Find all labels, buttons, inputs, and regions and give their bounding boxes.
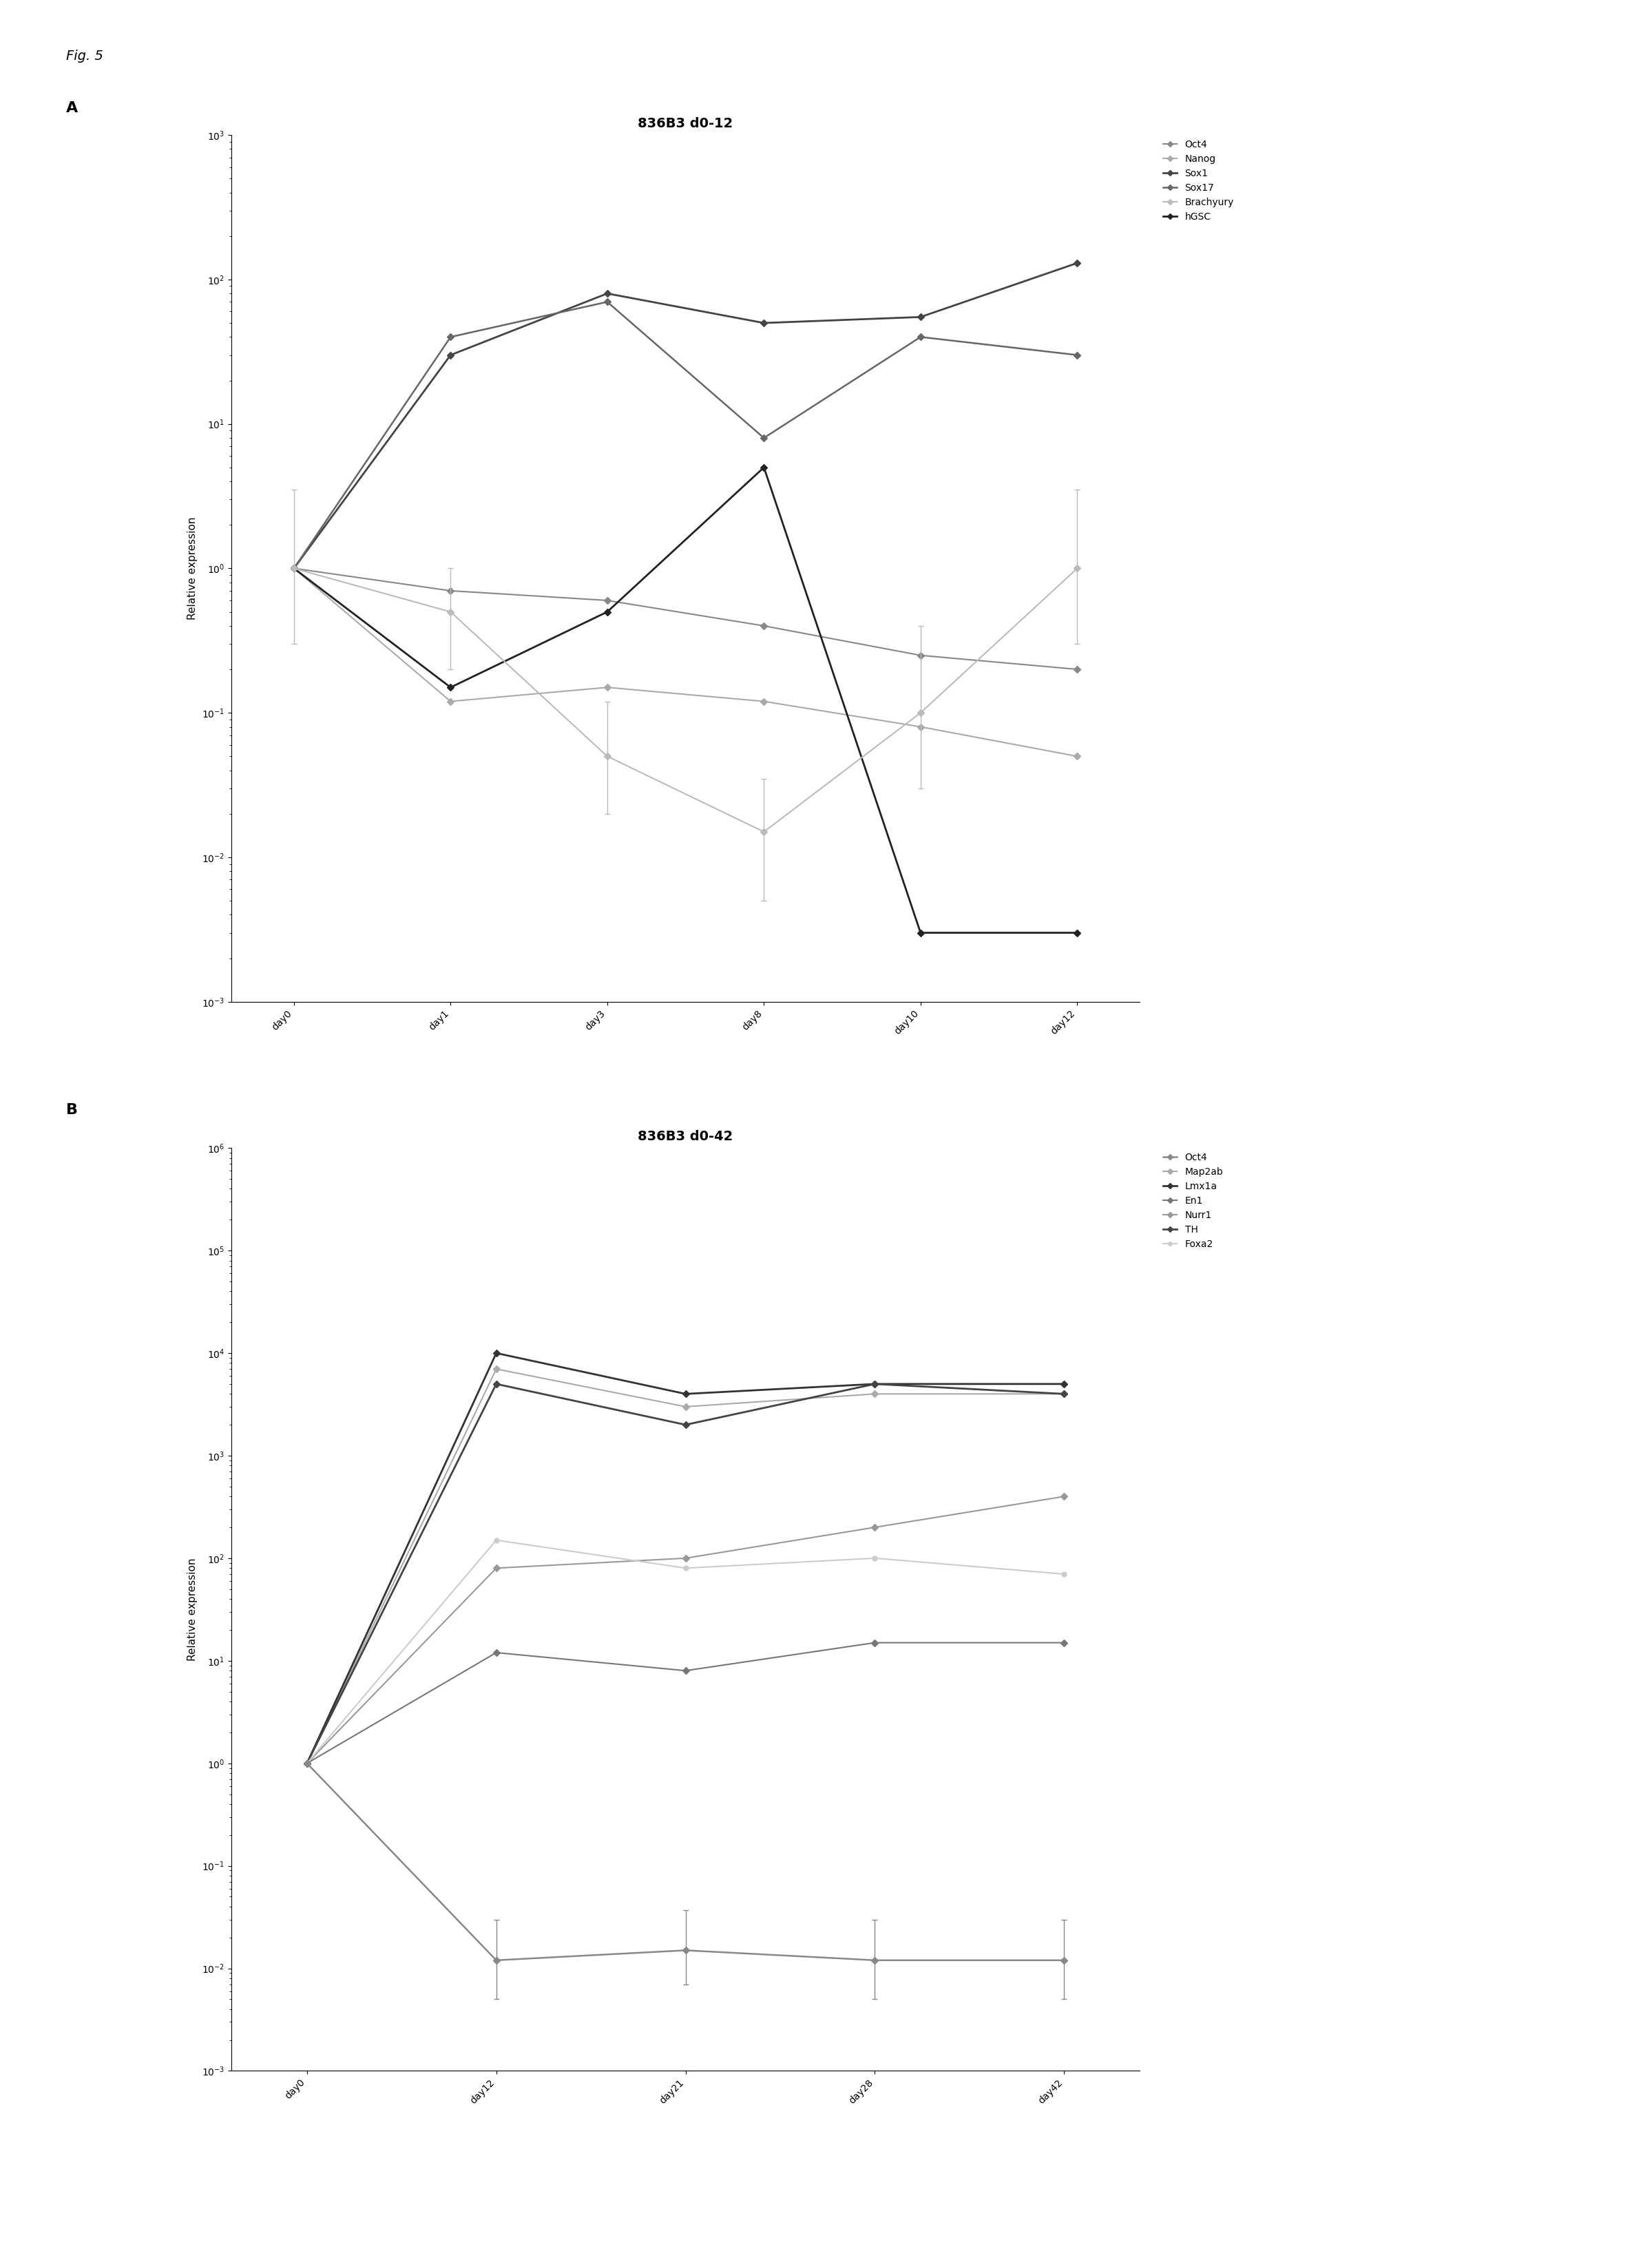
TH — [676, 1411, 695, 1438]
Line: Nurr1: Nurr1 — [304, 1495, 1067, 1765]
Y-axis label: Relative expression: Relative expression — [187, 1558, 198, 1661]
En1 — [866, 1630, 885, 1657]
Title: 836B3 d0-42: 836B3 d0-42 — [638, 1130, 733, 1144]
Nurr1 — [1054, 1483, 1074, 1510]
Nanog — [284, 554, 304, 581]
Line: Oct4: Oct4 — [291, 565, 1080, 671]
Line: Sox1: Sox1 — [291, 261, 1080, 572]
Sox17 — [441, 324, 461, 351]
Map2ab — [866, 1380, 885, 1407]
Line: Sox17: Sox17 — [291, 299, 1080, 572]
Legend: Oct4, Map2ab, Lmx1a, En1, Nurr1, TH, Foxa2: Oct4, Map2ab, Lmx1a, En1, Nurr1, TH, Fox… — [1163, 1153, 1222, 1249]
Line: TH: TH — [304, 1382, 1067, 1765]
Nanog — [753, 689, 773, 716]
Text: B: B — [66, 1103, 78, 1116]
Lmx1a — [297, 1749, 317, 1776]
TH — [297, 1749, 317, 1776]
hGSC — [753, 455, 773, 482]
hGSC — [441, 673, 461, 700]
Sox1 — [753, 308, 773, 335]
Text: Fig. 5: Fig. 5 — [66, 50, 102, 63]
Legend: Oct4, Nanog, Sox1, Sox17, Brachyury, hGSC: Oct4, Nanog, Sox1, Sox17, Brachyury, hGS… — [1163, 140, 1234, 221]
Line: En1: En1 — [304, 1641, 1067, 1765]
Nanog — [598, 673, 618, 700]
hGSC — [598, 599, 618, 626]
Oct4 — [1067, 655, 1087, 682]
Lmx1a — [866, 1371, 885, 1398]
TH — [1054, 1380, 1074, 1407]
Line: Foxa2: Foxa2 — [304, 1537, 1067, 1765]
Nurr1 — [297, 1749, 317, 1776]
hGSC — [284, 554, 304, 581]
Foxa2 — [1054, 1560, 1074, 1587]
Lmx1a — [676, 1380, 695, 1407]
En1 — [676, 1657, 695, 1684]
Oct4 — [753, 612, 773, 639]
Line: Nanog: Nanog — [291, 565, 1080, 759]
Map2ab — [1054, 1380, 1074, 1407]
Foxa2 — [676, 1555, 695, 1582]
Sox1 — [284, 554, 304, 581]
En1 — [1054, 1630, 1074, 1657]
Sox17 — [598, 288, 618, 315]
Line: Map2ab: Map2ab — [304, 1366, 1067, 1765]
Foxa2 — [866, 1544, 885, 1571]
Title: 836B3 d0-12: 836B3 d0-12 — [638, 117, 733, 131]
Sox17 — [753, 425, 773, 452]
Foxa2 — [486, 1526, 506, 1553]
Sox1 — [441, 342, 461, 369]
Sox1 — [910, 304, 930, 331]
Oct4 — [910, 642, 930, 669]
Nanog — [441, 689, 461, 716]
TH — [866, 1371, 885, 1398]
Map2ab — [676, 1393, 695, 1420]
Nanog — [910, 714, 930, 741]
En1 — [297, 1749, 317, 1776]
hGSC — [1067, 918, 1087, 945]
TH — [486, 1371, 506, 1398]
Lmx1a — [486, 1339, 506, 1366]
Oct4 — [441, 576, 461, 603]
Map2ab — [297, 1749, 317, 1776]
Line: Lmx1a: Lmx1a — [304, 1351, 1067, 1765]
Oct4 — [284, 554, 304, 581]
hGSC — [910, 918, 930, 945]
Map2ab — [486, 1355, 506, 1382]
Sox17 — [284, 554, 304, 581]
Text: A: A — [66, 101, 78, 115]
En1 — [486, 1639, 506, 1666]
Nurr1 — [866, 1515, 885, 1542]
Line: hGSC: hGSC — [291, 466, 1080, 934]
Sox17 — [1067, 342, 1087, 369]
Sox1 — [1067, 250, 1087, 277]
Sox17 — [910, 324, 930, 351]
Foxa2 — [297, 1749, 317, 1776]
Lmx1a — [1054, 1371, 1074, 1398]
Oct4 — [598, 588, 618, 615]
Sox1 — [598, 279, 618, 306]
Nurr1 — [676, 1544, 695, 1571]
Nanog — [1067, 743, 1087, 770]
Nurr1 — [486, 1555, 506, 1582]
Y-axis label: Relative expression: Relative expression — [187, 518, 198, 619]
